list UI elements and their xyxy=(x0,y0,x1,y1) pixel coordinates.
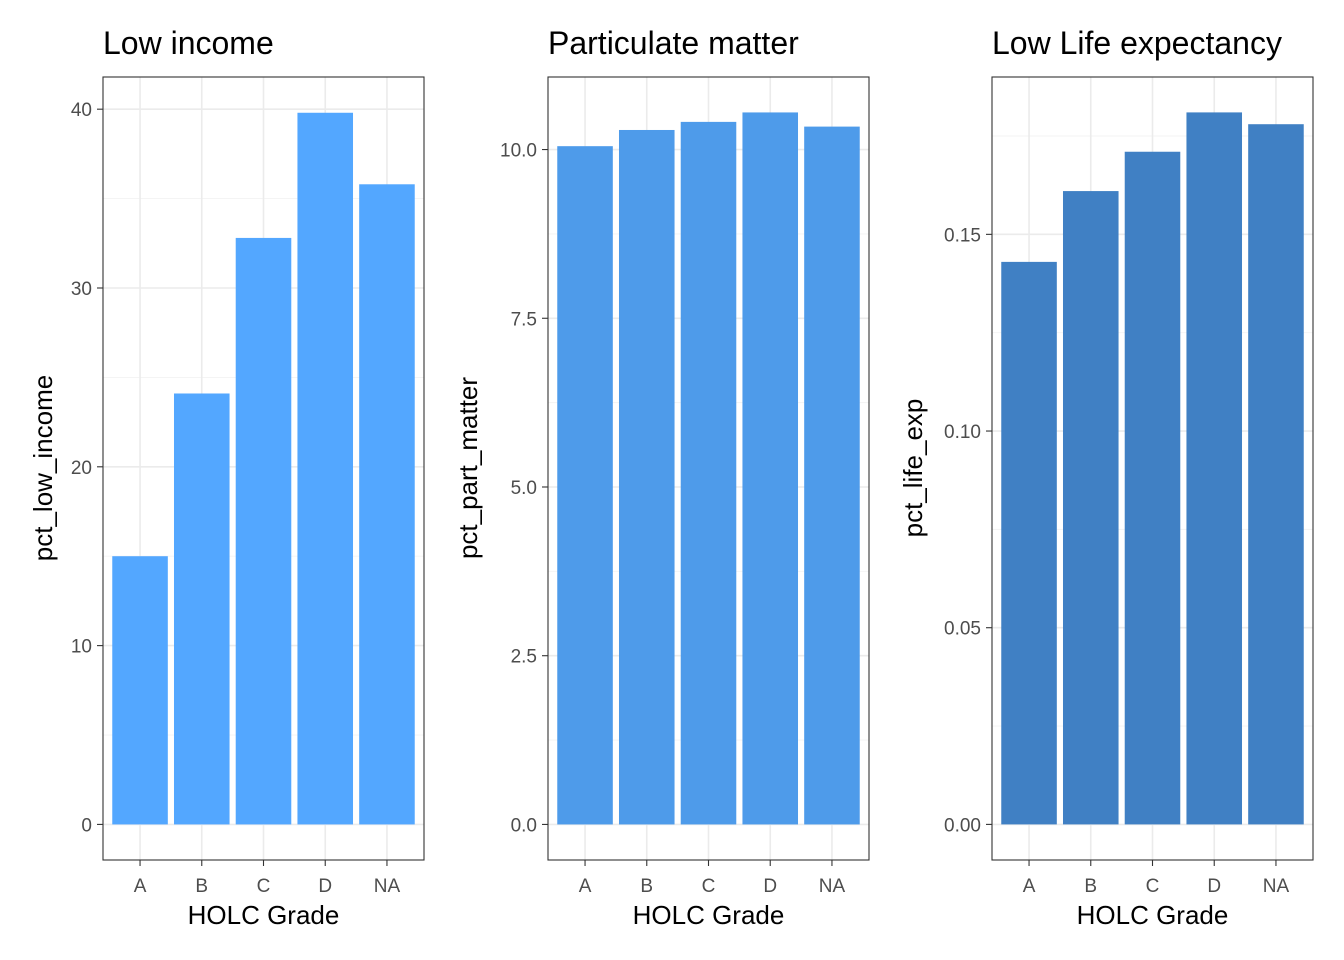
y-tick-label: 0.0 xyxy=(511,815,537,836)
bar-d xyxy=(1186,112,1243,825)
y-axis-title: pct_low_income xyxy=(28,375,58,561)
bar-c xyxy=(235,237,292,825)
x-tick-label: D xyxy=(318,876,332,897)
bars xyxy=(1001,112,1304,825)
y-axis-title: pct_part_matter xyxy=(453,377,483,559)
ticks: 0.0 2.5 5.0 7.5 10.0 A B C D NA xyxy=(500,141,845,897)
bar-na xyxy=(804,126,860,825)
y-tick-label: 2.5 xyxy=(511,647,537,668)
x-tick-label: NA xyxy=(819,876,846,897)
x-tick-label: D xyxy=(1207,876,1221,897)
x-tick-label: D xyxy=(763,876,777,897)
bars xyxy=(112,112,415,825)
y-axis-title: pct_life_exp xyxy=(898,399,928,538)
bar-a xyxy=(1001,261,1057,825)
x-tick-label: A xyxy=(579,876,592,897)
y-tick-label: 30 xyxy=(71,279,92,300)
y-tick-label: 5.0 xyxy=(511,478,537,499)
bar-d xyxy=(742,112,799,825)
bar-a xyxy=(112,556,168,825)
x-tick-label: B xyxy=(640,876,653,897)
x-tick-label: C xyxy=(257,876,271,897)
y-tick-label: 0.10 xyxy=(944,422,981,443)
panel-title: Low Life expectancy xyxy=(992,25,1282,61)
bar-b xyxy=(1062,191,1119,825)
y-tick-label: 40 xyxy=(71,100,92,121)
y-tick-label: 0.15 xyxy=(944,225,981,246)
bar-b xyxy=(618,129,675,825)
x-tick-label: A xyxy=(1023,876,1036,897)
x-tick-label: B xyxy=(195,876,208,897)
y-tick-label: 20 xyxy=(71,458,92,479)
y-tick-label: 7.5 xyxy=(511,309,537,330)
bar-a xyxy=(557,146,613,825)
bar-na xyxy=(1248,124,1304,825)
y-tick-label: 0.00 xyxy=(944,815,981,836)
x-tick-label: C xyxy=(702,876,716,897)
x-tick-label: C xyxy=(1146,876,1160,897)
ticks: 0 10 20 30 40 A B C D NA xyxy=(71,100,401,897)
x-tick-label: NA xyxy=(374,876,401,897)
bar-b xyxy=(173,393,230,825)
y-tick-label: 10.0 xyxy=(500,141,537,162)
panel-low-income: Low income HOLC Grade pct_low_income 0 10… xyxy=(28,25,425,930)
bars xyxy=(557,112,860,825)
x-tick-label: A xyxy=(134,876,147,897)
x-tick-label: NA xyxy=(1263,876,1290,897)
panel-title: Particulate matter xyxy=(548,25,799,61)
panel-low-life-expectancy: Low Life expectancy HOLC Grade pct_life_… xyxy=(898,25,1314,930)
x-tick-label: B xyxy=(1084,876,1097,897)
panel-title: Low income xyxy=(103,25,274,61)
ticks: 0.00 0.05 0.10 0.15 A B C D NA xyxy=(944,225,1289,897)
bar-na xyxy=(359,184,415,825)
panel-particulate-matter: Particulate matter HOLC Grade pct_part_m… xyxy=(453,25,870,930)
bar-d xyxy=(297,112,354,825)
x-axis-title: HOLC Grade xyxy=(188,900,340,930)
bar-c xyxy=(680,121,737,825)
bar-c xyxy=(1124,151,1181,825)
y-tick-label: 0 xyxy=(81,815,92,836)
y-tick-label: 10 xyxy=(71,637,92,658)
x-axis-title: HOLC Grade xyxy=(1077,900,1229,930)
x-axis-title: HOLC Grade xyxy=(633,900,785,930)
y-tick-label: 0.05 xyxy=(944,619,981,640)
